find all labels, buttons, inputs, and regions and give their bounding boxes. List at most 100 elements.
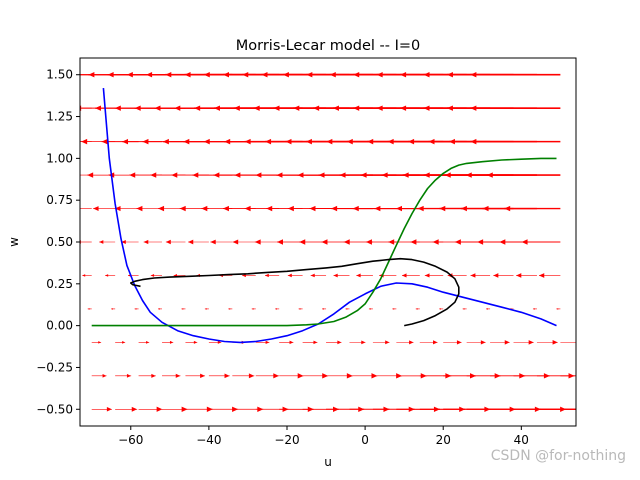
vector-arrow-head	[93, 206, 99, 211]
vector-arrow-head	[287, 205, 294, 212]
vector-arrow-head	[454, 239, 461, 245]
vector-arrow-head	[150, 172, 157, 178]
vector-arrow-head	[538, 273, 545, 278]
x-tick-label: 0	[361, 433, 369, 447]
vector-arrow-head	[217, 340, 222, 344]
vector-arrow-head	[423, 105, 430, 111]
vector-arrow-head	[242, 72, 249, 78]
vector-arrow-head	[94, 105, 101, 111]
vector-arrow-head	[248, 373, 255, 379]
vector-arrow-head	[456, 340, 462, 345]
vector-arrow-head	[143, 239, 149, 245]
vector-arrow-head	[213, 105, 220, 111]
vector-arrow-head	[111, 308, 113, 310]
vector-arrow-head	[234, 172, 241, 178]
vector-arrow-head	[88, 72, 95, 78]
vector-arrow-head	[183, 138, 190, 145]
vector-arrow-head	[156, 406, 163, 412]
vector-arrow-head	[309, 205, 316, 212]
vector-arrow-head	[266, 205, 273, 212]
vector-arrow-head	[87, 172, 94, 178]
vector-arrow-head	[361, 340, 366, 345]
vector-arrow-head	[126, 72, 133, 78]
trajectory-line	[130, 257, 460, 327]
vector-arrow-head	[396, 205, 403, 212]
vector-arrow-head	[460, 205, 467, 212]
vector-arrow-head	[276, 172, 283, 178]
vector-arrow-head	[346, 138, 353, 145]
vector-arrow-head	[129, 172, 136, 178]
vector-arrow-head	[305, 138, 312, 145]
vector-arrow-head	[321, 239, 328, 245]
vector-arrow-head	[367, 138, 374, 145]
vector-arrow-head	[134, 105, 141, 111]
vector-arrow-head	[175, 373, 181, 378]
y-axis-label: w	[7, 237, 21, 247]
vector-arrow-head	[313, 340, 318, 345]
vector-arrow-head	[326, 138, 333, 145]
vector-arrow-head	[532, 308, 535, 310]
vector-arrow-head	[102, 374, 107, 378]
vector-arrow-head	[244, 205, 251, 212]
vector-arrow-head	[322, 373, 329, 379]
vector-arrow-head	[222, 205, 229, 212]
vector-arrow-head	[142, 138, 149, 145]
vector-arrow-head	[470, 138, 477, 145]
y-tick-label: −0.50	[36, 402, 73, 416]
vector-arrow-head	[99, 240, 104, 244]
plot-area	[80, 72, 576, 412]
vector-arrow-head	[465, 172, 472, 178]
vector-arrow-head	[332, 105, 339, 111]
vector-arrow-head	[106, 407, 112, 412]
vector-arrow-head	[477, 239, 484, 245]
vector-arrow-head	[184, 72, 191, 78]
vector-arrow-head	[433, 340, 438, 345]
vector-arrow-head	[224, 138, 231, 145]
vector-arrow-head	[203, 138, 210, 145]
vector-arrow-head	[273, 373, 279, 379]
curves	[91, 88, 557, 344]
vector-arrow-head	[162, 138, 169, 145]
vector-arrow-head	[424, 273, 430, 278]
vector-arrow-head	[154, 105, 161, 111]
vector-arrow-head	[255, 172, 262, 178]
vector-arrow-head	[181, 308, 184, 310]
x-tick-label: 40	[514, 433, 529, 447]
vector-arrow-head	[82, 274, 86, 277]
vector-arrow-head	[122, 138, 129, 145]
vector-arrow-head	[244, 138, 251, 145]
vector-arrow-head	[353, 105, 360, 111]
vector-arrow-head	[376, 72, 383, 78]
vector-arrow-head	[401, 273, 407, 278]
vector-arrow-head	[428, 138, 435, 145]
x-tick-label: −20	[274, 433, 299, 447]
x-axis-ticks: −60 −40 −20 0 20 40	[118, 426, 529, 447]
y-tick-label: 0.25	[46, 277, 73, 291]
vector-arrow-head	[188, 239, 194, 245]
vector-arrow-head	[448, 138, 455, 145]
vector-arrow-head	[402, 172, 409, 178]
vector-arrow-head	[146, 72, 153, 78]
vector-arrow-head	[329, 72, 336, 78]
vector-arrow-head	[298, 308, 301, 310]
vector-arrow-head	[126, 373, 132, 378]
vector-arrow-head	[310, 273, 315, 278]
vector-arrow-head	[423, 72, 430, 78]
vector-arrow-head	[232, 239, 239, 245]
vector-arrow-head	[306, 72, 313, 78]
vector-arrow-head	[134, 308, 137, 310]
y-tick-label: 0.50	[46, 235, 73, 249]
vector-arrow-head	[462, 308, 465, 310]
vector-arrow-head	[368, 308, 371, 310]
vector-arrow-head	[339, 172, 346, 178]
vector-arrow-head	[360, 172, 367, 178]
vector-arrow-head	[158, 205, 165, 212]
vector-arrow-head	[165, 72, 172, 78]
vector-arrow-head	[265, 138, 272, 145]
vector-arrow-head	[101, 138, 108, 145]
vector-arrow-head	[194, 105, 201, 111]
vector-arrow-head	[470, 105, 477, 111]
vector-arrow-head	[400, 105, 407, 111]
vector-arrow-head	[446, 105, 453, 111]
